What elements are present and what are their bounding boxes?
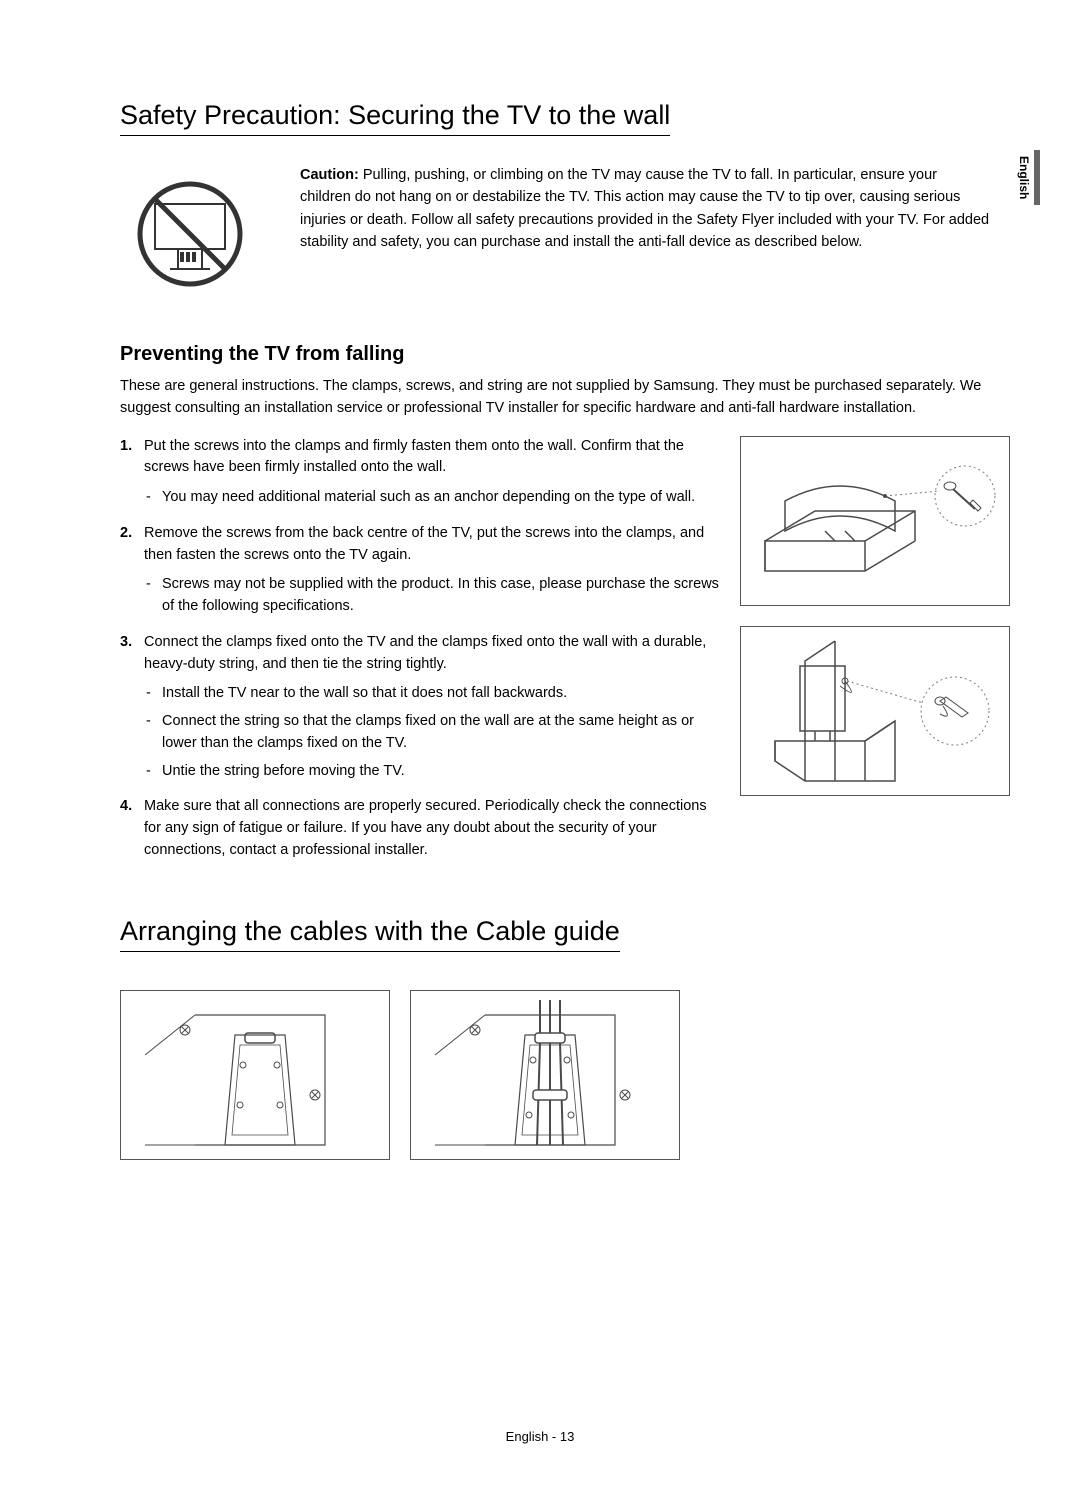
- no-climb-tv-icon: [120, 164, 260, 309]
- cable-diagram-row: [120, 990, 1010, 1160]
- section2-title: Arranging the cables with the Cable guid…: [120, 916, 620, 952]
- step-item: Remove the screws from the back centre o…: [120, 523, 720, 618]
- step-item: Connect the clamps fixed onto the TV and…: [120, 632, 720, 783]
- tv-stand-anchor-diagram: [740, 436, 1010, 606]
- cable-guide-diagram-2: [410, 990, 680, 1160]
- caution-text: Caution: Pulling, pushing, or climbing o…: [300, 164, 1010, 254]
- step-text: Connect the clamps fixed onto the TV and…: [144, 634, 706, 672]
- subsection-title: Preventing the TV from falling: [120, 343, 1010, 366]
- step-item: Make sure that all connections are prope…: [120, 796, 720, 861]
- step-text: Make sure that all connections are prope…: [144, 798, 707, 858]
- caution-block: Caution: Pulling, pushing, or climbing o…: [120, 164, 1010, 309]
- step-sub-item: You may need additional material such as…: [144, 487, 720, 509]
- steps-list: Put the screws into the clamps and firml…: [120, 436, 720, 862]
- caution-body: Pulling, pushing, or climbing on the TV …: [300, 167, 989, 250]
- intro-text: These are general instructions. The clam…: [120, 376, 1010, 420]
- step-text: Remove the screws from the back centre o…: [144, 525, 704, 563]
- step-item: Put the screws into the clamps and firml…: [120, 436, 720, 509]
- cable-guide-diagram-1: [120, 990, 390, 1160]
- step-sub-item: Connect the string so that the clamps fi…: [144, 711, 720, 755]
- section1-title: Safety Precaution: Securing the TV to th…: [120, 100, 670, 136]
- step-sub-item: Install the TV near to the wall so that …: [144, 683, 720, 705]
- caution-label: Caution:: [300, 167, 359, 183]
- step-sub-item: Screws may not be supplied with the prod…: [144, 574, 720, 618]
- language-tab: English: [1014, 150, 1040, 205]
- page-footer: English - 13: [0, 1429, 1080, 1444]
- step-text: Put the screws into the clamps and firml…: [144, 438, 684, 476]
- tv-wall-tether-diagram: [740, 626, 1010, 796]
- step-sub-item: Untie the string before moving the TV.: [144, 761, 720, 783]
